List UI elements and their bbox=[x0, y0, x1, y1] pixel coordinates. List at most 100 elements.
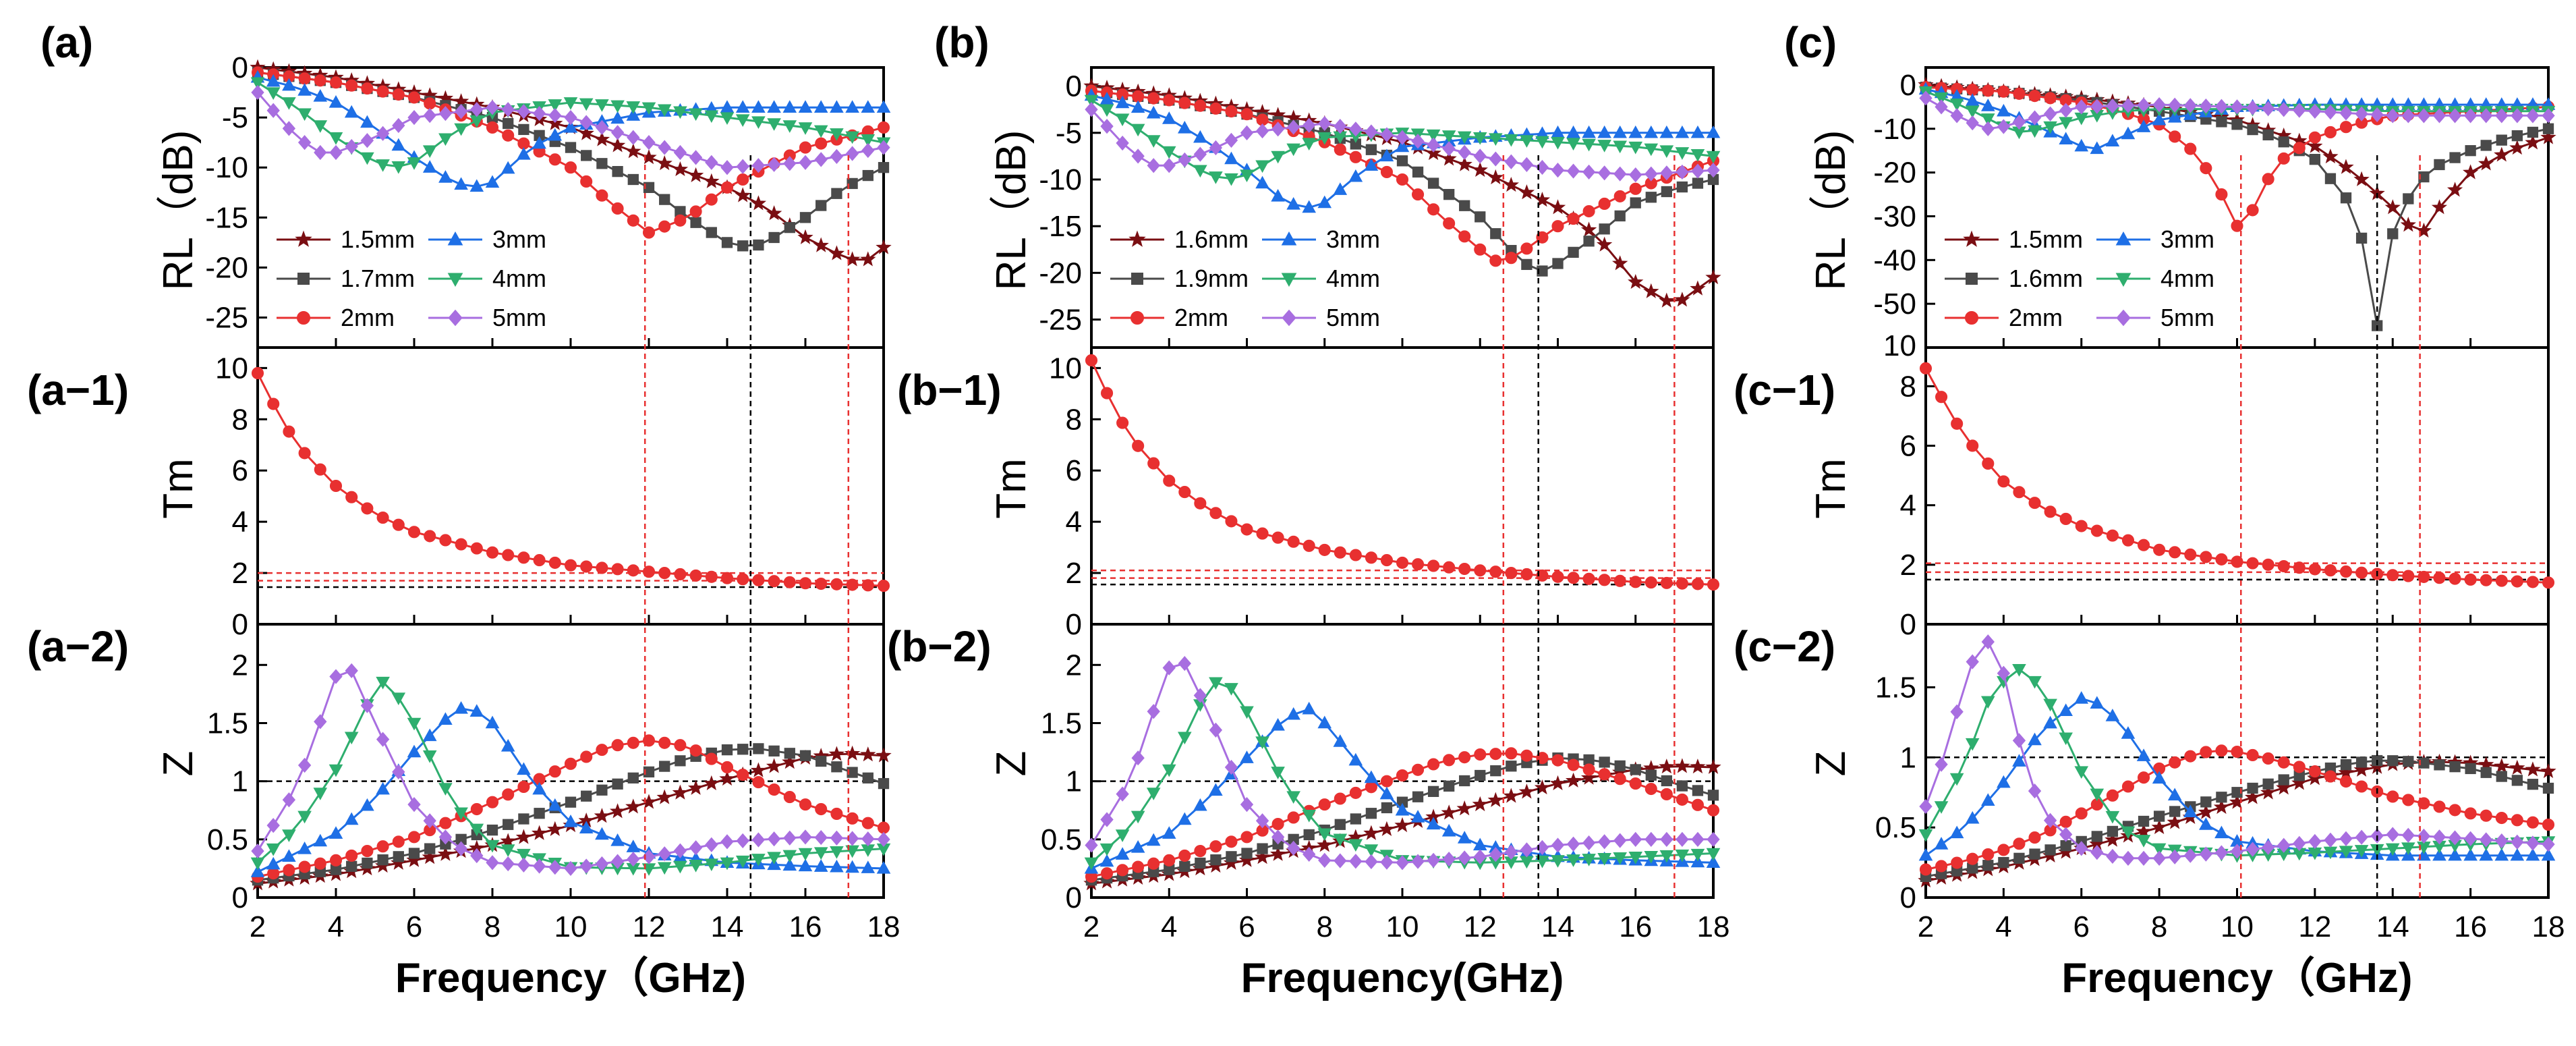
z-data-point bbox=[1381, 802, 1393, 814]
z-data-point bbox=[470, 848, 484, 864]
panel-label: (a−2) bbox=[27, 622, 129, 671]
z-data-point bbox=[579, 858, 593, 874]
rl-data-point bbox=[799, 212, 811, 223]
z-data-point bbox=[2496, 771, 2507, 782]
z-data-point bbox=[2308, 765, 2321, 778]
rl-data-point bbox=[1130, 123, 1145, 137]
rl-data-point bbox=[1690, 280, 1706, 296]
rl-data-point bbox=[1396, 130, 1409, 145]
rl-data-point bbox=[376, 159, 390, 172]
rl-data-point bbox=[1628, 141, 1643, 155]
tm-data-point bbox=[2231, 555, 2243, 568]
z-data-point bbox=[1458, 751, 1471, 764]
rl-data-point bbox=[314, 74, 326, 87]
z-data-point bbox=[500, 739, 515, 752]
rl-data-point bbox=[1535, 136, 1549, 149]
z-data-point bbox=[1705, 759, 1721, 774]
z-data-point bbox=[422, 728, 437, 742]
z-data-point bbox=[1475, 769, 1486, 781]
rl-data-point bbox=[1644, 125, 1659, 138]
tm-data-point bbox=[737, 573, 749, 586]
tm-data-point bbox=[1982, 457, 1995, 470]
x-tick-label: 8 bbox=[2151, 910, 2167, 943]
rl-data-point bbox=[2137, 97, 2150, 113]
x-axis-label: Frequency(GHz) bbox=[1241, 955, 1564, 1001]
rl-data-point bbox=[1193, 165, 1207, 178]
rl-data-point bbox=[2106, 98, 2119, 114]
rl-data-point bbox=[1162, 146, 1176, 159]
legend-label-3mm: 3mm bbox=[492, 225, 546, 253]
z-data-point bbox=[438, 783, 453, 796]
z-data-point bbox=[1396, 855, 1409, 871]
z-data-point bbox=[2385, 843, 2400, 856]
rl-data-point bbox=[422, 145, 437, 158]
rl-data-point bbox=[1675, 125, 1690, 138]
rl-data-point bbox=[548, 99, 563, 112]
rl-data-point bbox=[1146, 135, 1161, 148]
z-data-point bbox=[2060, 840, 2071, 852]
x-tick-label: 6 bbox=[406, 910, 422, 943]
z-data-point bbox=[344, 812, 359, 825]
z-data-point bbox=[376, 732, 390, 747]
tm-ytick-label: 4 bbox=[1900, 489, 1916, 522]
tm-data-point bbox=[1520, 568, 1533, 581]
rl-data-point bbox=[1349, 150, 1362, 163]
tm-ytick-label: 2 bbox=[1066, 557, 1082, 590]
rl-data-point bbox=[1116, 135, 1129, 151]
z-data-point bbox=[282, 792, 296, 808]
z-data-point bbox=[753, 743, 764, 754]
z-data-point bbox=[1628, 851, 1643, 864]
z-data-point bbox=[1348, 839, 1363, 852]
z-data-point bbox=[2511, 834, 2524, 850]
rl-data-point bbox=[1613, 125, 1627, 138]
z-data-point bbox=[501, 856, 515, 872]
tm-data-point bbox=[1380, 554, 1393, 567]
z-data-point bbox=[454, 807, 468, 821]
rl-data-point bbox=[1705, 269, 1721, 285]
rl-data-point bbox=[2262, 173, 2274, 186]
rl-data-point bbox=[454, 123, 468, 136]
rl-data-point bbox=[1472, 161, 1488, 177]
z-data-point bbox=[1919, 863, 1933, 876]
z-data-point bbox=[736, 833, 749, 849]
z-data-point bbox=[2403, 756, 2414, 767]
tm-data-point bbox=[1209, 507, 1222, 520]
rl-data-point bbox=[798, 122, 813, 135]
z-data-point bbox=[2028, 676, 2042, 689]
rl-data-point bbox=[2494, 146, 2510, 162]
rl-data-point bbox=[1534, 192, 1551, 207]
z-data-point bbox=[1582, 835, 1596, 851]
z-data-point bbox=[611, 739, 624, 752]
tm-data-point bbox=[2090, 524, 2103, 537]
rl-data-point bbox=[721, 237, 733, 248]
z-data-point bbox=[1660, 788, 1673, 801]
z-data-point bbox=[704, 775, 720, 790]
rl-data-point bbox=[1162, 111, 1176, 124]
z-data-point bbox=[830, 830, 844, 846]
z-data-point bbox=[2200, 746, 2212, 759]
z-data-point bbox=[438, 829, 453, 845]
rl-data-point bbox=[1965, 105, 1980, 119]
rl-data-point bbox=[672, 161, 689, 177]
z-data-point bbox=[2525, 761, 2541, 777]
tm-data-point bbox=[2028, 497, 2041, 510]
z-data-point bbox=[297, 842, 312, 854]
z-data-point bbox=[1536, 752, 1549, 765]
rl-data-point bbox=[1271, 121, 1285, 137]
z-data-point bbox=[2355, 829, 2368, 845]
z-data-point bbox=[877, 821, 890, 834]
rl-data-point bbox=[1412, 188, 1425, 201]
z-data-point bbox=[1982, 860, 1994, 871]
z-data-point bbox=[438, 712, 453, 725]
z-data-point bbox=[1364, 770, 1379, 783]
z-data-point bbox=[1394, 817, 1410, 833]
z-ytick-label: 1 bbox=[1066, 765, 1082, 798]
z-data-point bbox=[2494, 758, 2510, 773]
legend-marker-4mm bbox=[447, 273, 463, 287]
tm-data-point bbox=[502, 549, 515, 561]
tm-data-point bbox=[251, 366, 264, 380]
z-data-point bbox=[564, 860, 577, 877]
z-data-point bbox=[2542, 782, 2554, 794]
